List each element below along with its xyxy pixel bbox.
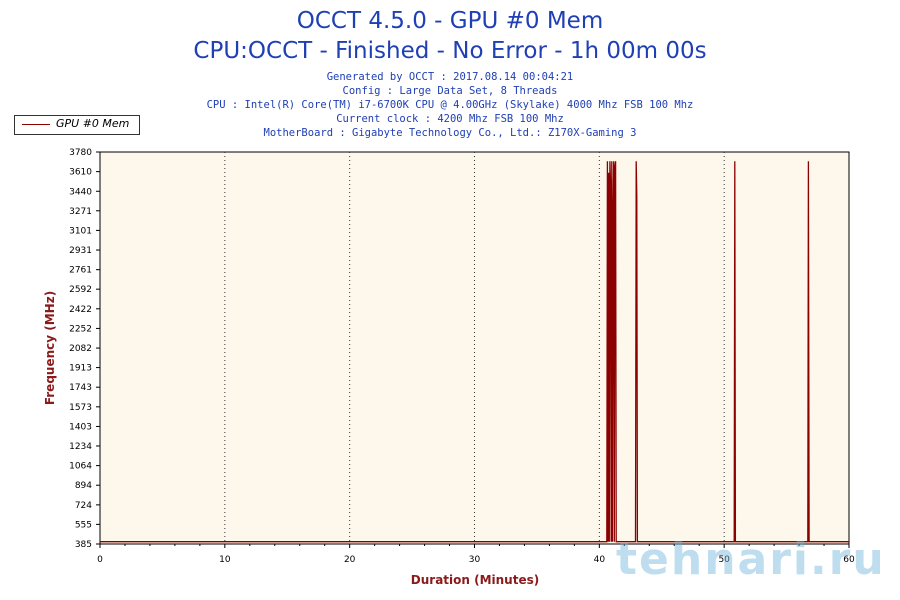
y-tick-label: 555	[75, 520, 92, 530]
series-line-gpu-0-mem	[100, 161, 849, 543]
y-tick-label: 3440	[69, 187, 92, 197]
legend-label: GPU #0 Mem	[56, 117, 130, 130]
x-tick-label: 0	[97, 555, 103, 565]
y-tick-label: 2082	[69, 344, 92, 354]
x-axis-title: Duration (Minutes)	[411, 573, 539, 587]
x-tick-label: 60	[843, 555, 855, 565]
y-tick-label: 1064	[69, 462, 92, 472]
y-tick-label: 1743	[69, 383, 92, 393]
legend: GPU #0 Mem	[14, 115, 140, 135]
x-tick-label: 30	[469, 555, 481, 565]
y-tick-label: 2761	[69, 266, 92, 276]
chart-subtitle: CPU:OCCT - Finished - No Error - 1h 00m …	[193, 38, 707, 64]
y-tick-label: 2931	[69, 246, 92, 256]
x-tick-label: 50	[718, 555, 730, 565]
y-tick-label: 1913	[69, 364, 92, 374]
y-tick-label: 724	[75, 501, 92, 511]
watermark-text: tehnari.ru	[616, 534, 886, 585]
plot-area: 385 555 724 894 1064 1234 1403 1573 1743 1913 2082…	[69, 148, 855, 565]
chart-title: OCCT 4.5.0 - GPU #0 Mem	[296, 8, 604, 34]
info-generated: Generated by OCCT : 2017.08.14 00:04:21	[326, 71, 574, 83]
y-tick-label: 3780	[69, 148, 92, 158]
info-config: Config : Large Data Set, 8 Threads	[342, 85, 558, 97]
x-tick-label: 20	[344, 555, 356, 565]
y-tick-label: 2422	[69, 305, 92, 315]
legend-swatch	[22, 124, 50, 125]
y-tick-label: 2592	[69, 285, 92, 295]
y-tick-label: 3610	[69, 168, 92, 178]
x-tick-label: 40	[594, 555, 606, 565]
y-tick-label: 3271	[69, 207, 92, 217]
y-tick-label: 1234	[69, 442, 92, 452]
y-tick-label: 894	[75, 481, 92, 491]
y-tick-label: 2252	[69, 324, 92, 334]
y-tick-label: 1403	[69, 422, 92, 432]
x-tick-label: 10	[219, 555, 231, 565]
info-current-clock: Current clock : 4200 Mhz FSB 100 Mhz	[336, 113, 564, 125]
y-tick-label: 3101	[69, 226, 92, 236]
y-tick-label: 385	[75, 540, 92, 550]
info-motherboard: MotherBoard : Gigabyte Technology Co., L…	[263, 127, 637, 139]
y-tick-label: 1573	[69, 403, 92, 413]
y-axis-title: Frequency (MHz)	[43, 291, 57, 405]
info-cpu: CPU : Intel(R) Core(TM) i7-6700K CPU @ 4…	[206, 99, 694, 111]
